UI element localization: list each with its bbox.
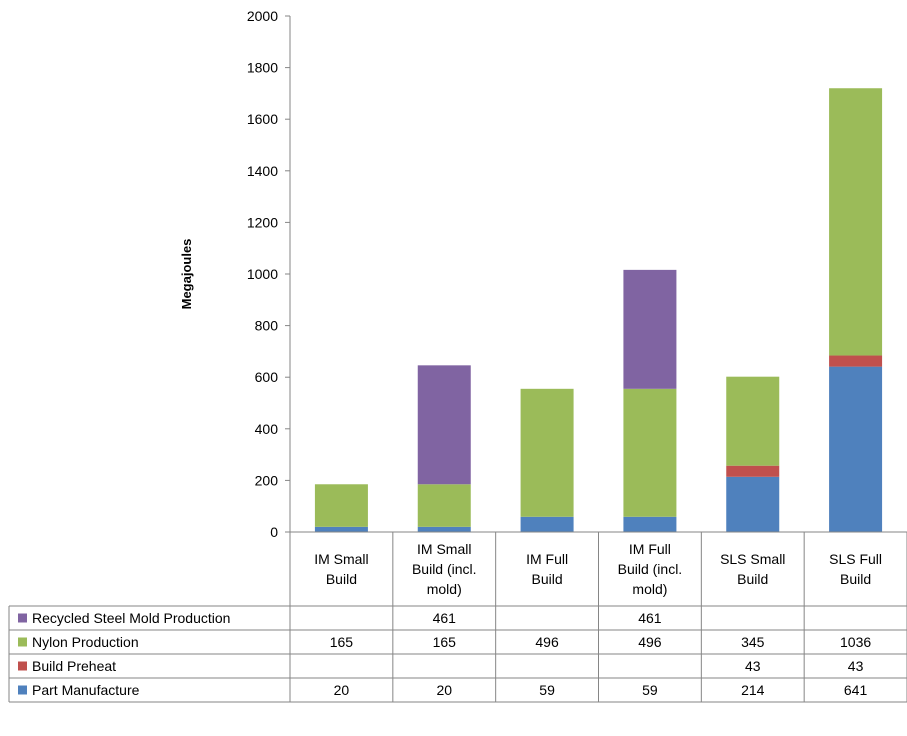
bar-segment <box>829 366 883 532</box>
bar-segment <box>417 526 471 532</box>
data-label: 20 <box>334 682 350 698</box>
y-axis: 0 200 400 600 800 1000 1200 1400 1600 1800 2000 Meg… <box>179 8 291 540</box>
bar-segment <box>623 516 677 532</box>
y-tick-label: 2000 <box>247 8 278 24</box>
bar-segment <box>726 465 780 477</box>
bar-segment <box>314 484 368 527</box>
data-table: IM Small Build IM Small Build (incl. mold) IM… <box>8 531 907 703</box>
bar-segment <box>520 516 574 532</box>
data-label: 461 <box>433 610 457 626</box>
data-label: 59 <box>642 682 658 698</box>
category-label: mold) <box>427 581 462 597</box>
category-label: Build <box>326 571 357 587</box>
category-label: Build (incl. <box>618 561 683 577</box>
y-tick-label: 0 <box>270 524 278 540</box>
bars <box>314 88 883 532</box>
bar-segment <box>829 355 883 367</box>
category-label: SLS Small <box>720 551 785 567</box>
category-label: Build <box>532 571 563 587</box>
y-tick-label: 400 <box>255 421 279 437</box>
y-tick-label: 1600 <box>247 111 278 127</box>
legend-swatch <box>18 661 27 671</box>
data-label: 461 <box>638 610 662 626</box>
data-label: 496 <box>638 634 662 650</box>
data-label: 1036 <box>840 634 871 650</box>
data-label: 345 <box>741 634 765 650</box>
category-label: SLS Full <box>829 551 882 567</box>
y-tick-label: 1200 <box>247 214 278 230</box>
bar-segment <box>726 476 780 532</box>
legend-swatch <box>18 685 27 695</box>
legend-swatch <box>18 613 27 623</box>
data-label: 20 <box>436 682 452 698</box>
category-label: mold) <box>632 581 667 597</box>
bar-segment <box>726 376 780 466</box>
category-label: IM Full <box>629 541 671 557</box>
category-label: Build (incl. <box>412 561 477 577</box>
y-tick-label: 1800 <box>247 60 278 76</box>
category-label: Build <box>840 571 871 587</box>
legend-swatch <box>18 637 27 647</box>
category-label: IM Full <box>526 551 568 567</box>
data-label: 43 <box>745 658 761 674</box>
bar-segment <box>417 484 471 527</box>
y-tick-label: 1400 <box>247 163 278 179</box>
category-label: IM Small <box>417 541 471 557</box>
legend-entry: Nylon Production <box>32 634 139 650</box>
data-label: 165 <box>433 634 457 650</box>
bar-segment <box>417 365 471 485</box>
data-label: 43 <box>848 658 864 674</box>
bar-segment <box>829 88 883 356</box>
category-label: Build <box>737 571 768 587</box>
data-label: 641 <box>844 682 868 698</box>
data-label: 165 <box>330 634 354 650</box>
bar-segment <box>314 526 368 532</box>
legend-entry: Build Preheat <box>32 658 116 674</box>
y-tick-label: 200 <box>255 472 279 488</box>
data-label: 59 <box>539 682 555 698</box>
bar-segment <box>623 388 677 517</box>
bar-segment <box>623 269 677 389</box>
y-tick-label: 1000 <box>247 266 278 282</box>
data-label: 496 <box>535 634 559 650</box>
y-tick-label: 800 <box>255 318 279 334</box>
data-label: 214 <box>741 682 765 698</box>
category-label: IM Small <box>314 551 368 567</box>
legend-entry: Part Manufacture <box>32 682 140 698</box>
legend-entry: Recycled Steel Mold Production <box>32 610 230 626</box>
y-tick-label: 600 <box>255 369 279 385</box>
y-axis-label: Megajoules <box>179 239 194 310</box>
bar-segment <box>520 388 574 517</box>
